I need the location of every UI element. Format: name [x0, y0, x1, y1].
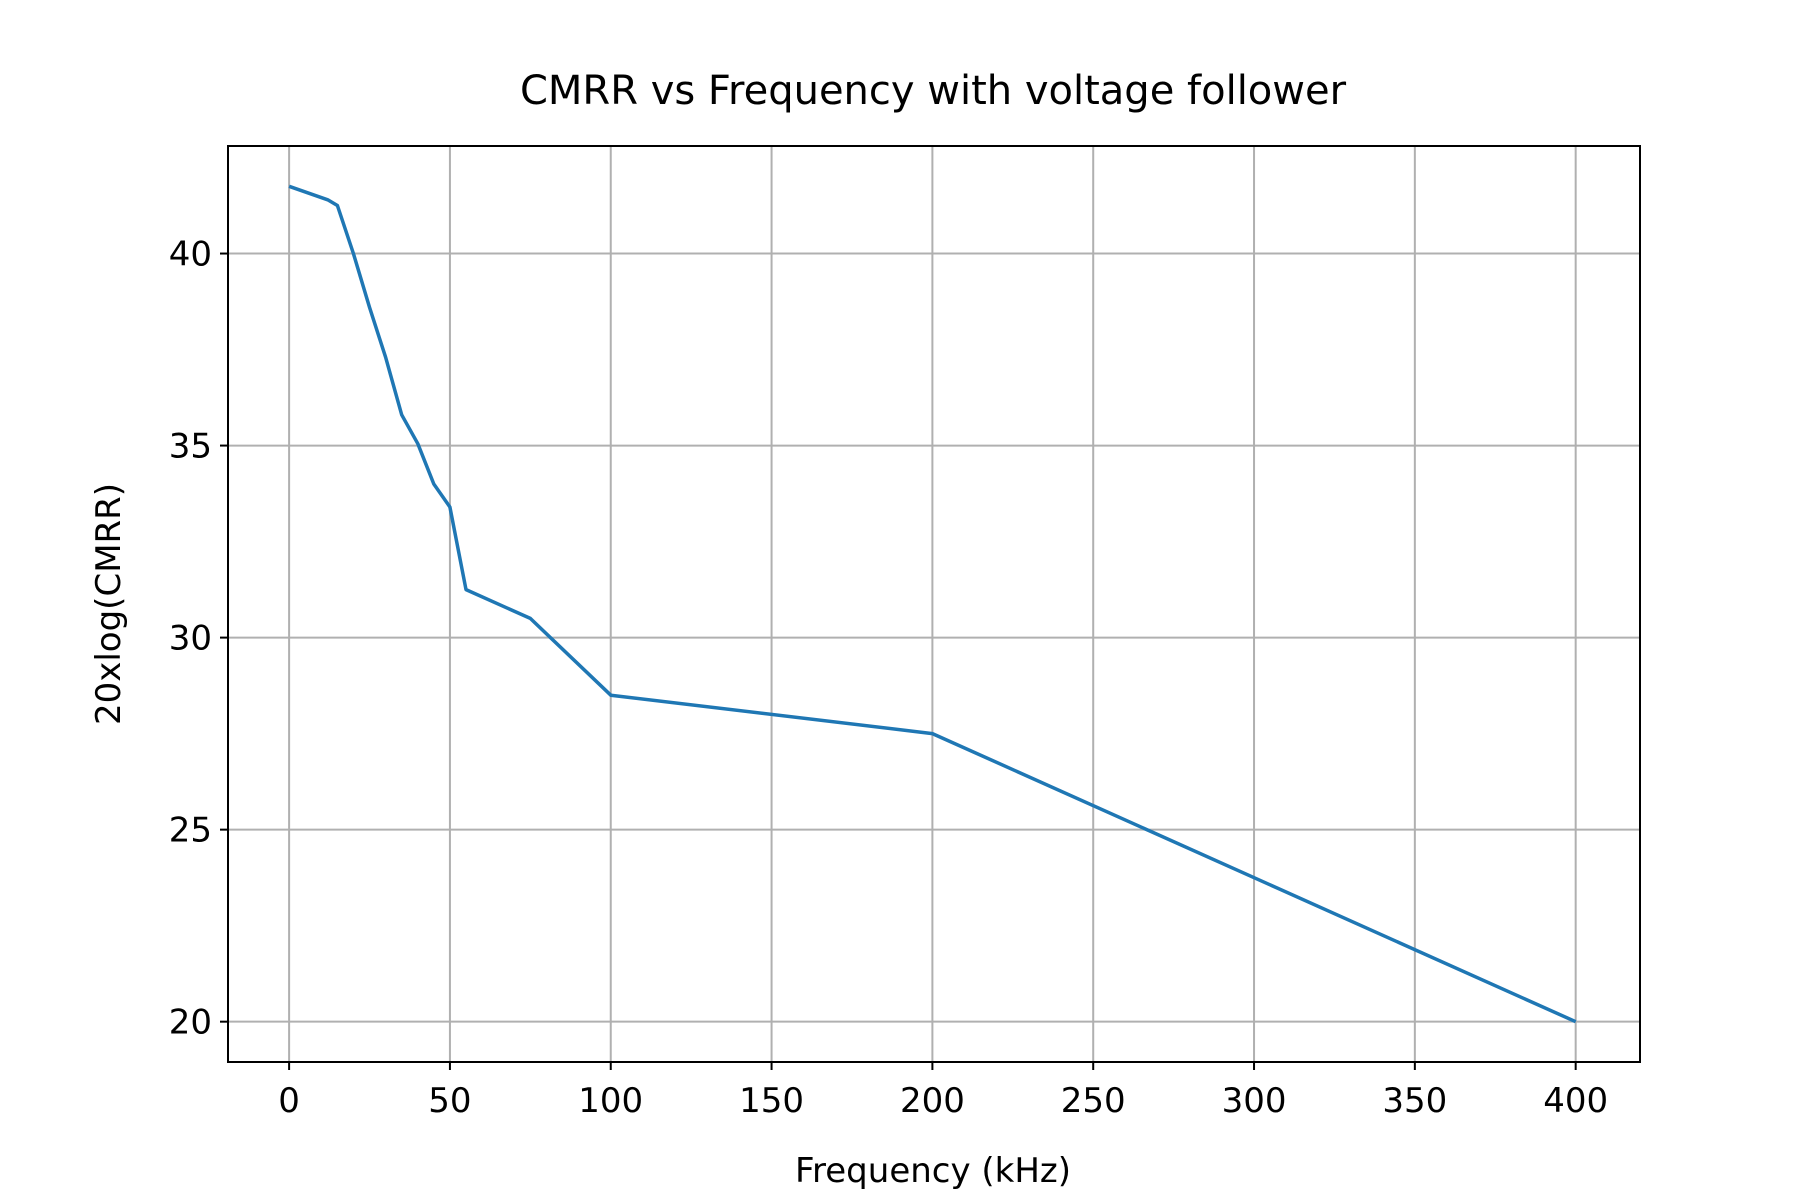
plot-frame — [227, 145, 1641, 1063]
x-tick-label: 400 — [1543, 1081, 1608, 1121]
x-axis-label: Frequency (kHz) — [795, 1151, 1071, 1191]
y-tick-label: 20 — [169, 1003, 212, 1043]
x-tick-label: 250 — [1061, 1081, 1126, 1121]
x-tick-label: 200 — [900, 1081, 965, 1121]
ticks: 0 50 100 150 200 250 300 350 400 20 25 30 35 40 — [169, 235, 1608, 1121]
x-tick-label: 100 — [578, 1081, 643, 1121]
series-line — [288, 184, 1577, 1024]
x-tick-label: 300 — [1222, 1081, 1287, 1121]
x-tick-label: 0 — [278, 1081, 300, 1121]
y-tick-label: 30 — [169, 619, 212, 659]
y-axis-label: 20xlog(CMRR) — [89, 483, 129, 725]
y-tick-label: 40 — [169, 235, 212, 275]
x-tick-label: 350 — [1382, 1081, 1447, 1121]
chart-title: CMRR vs Frequency with voltage follower — [520, 68, 1347, 114]
x-tick-label: 150 — [739, 1081, 804, 1121]
x-tick-label: 50 — [428, 1081, 471, 1121]
y-tick-label: 25 — [169, 811, 212, 851]
grid — [228, 146, 1640, 1062]
series-layer — [288, 184, 1577, 1024]
y-tick-label: 35 — [169, 427, 212, 467]
